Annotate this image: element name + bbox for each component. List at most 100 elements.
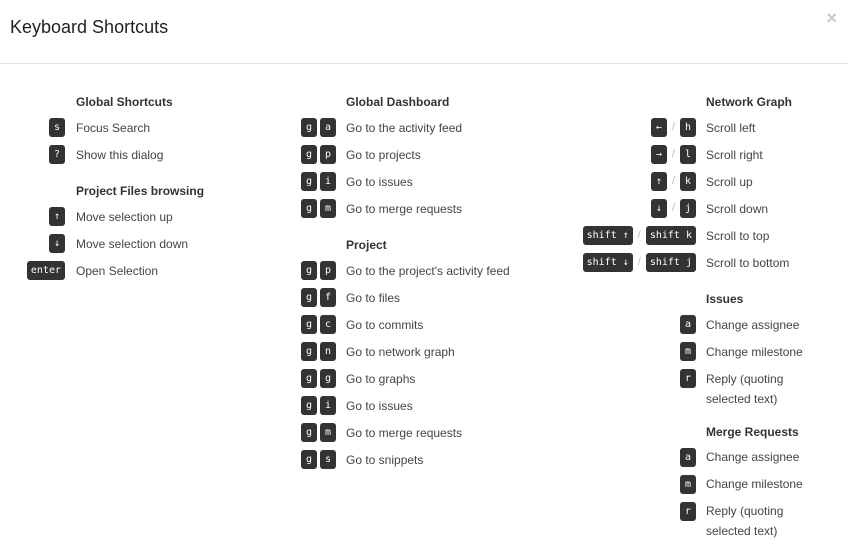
shortcut-row: g i Go to issues [280, 392, 510, 419]
shortcut-description: Go to snippets [346, 452, 424, 467]
shortcut-description: Change milestone [706, 477, 803, 491]
key: g [301, 315, 317, 334]
shortcut-row: g m Go to merge requests [280, 195, 510, 222]
key-combo: m [560, 471, 696, 498]
key: p [320, 261, 336, 280]
key-combo: shift ↓ / shift j [560, 249, 696, 276]
shortcut-column: Global Dashboard g a Go to the activity fee… [280, 91, 510, 485]
key: n [320, 342, 336, 361]
shortcut-row: g g Go to graphs [280, 365, 510, 392]
key: r [680, 369, 696, 388]
shortcut-description: Focus Search [76, 120, 151, 135]
separator: / [671, 202, 675, 214]
key: s [49, 118, 65, 137]
key-combo: a [560, 311, 696, 338]
shortcut-row: g m Go to merge requests [280, 419, 510, 446]
shortcut-description: Scroll right [706, 147, 763, 162]
key: m [320, 199, 336, 218]
key: m [320, 423, 336, 442]
key: a [680, 315, 696, 334]
shortcut-description: Go to issues [346, 398, 413, 413]
shortcut-row: g i Go to issues [280, 168, 510, 195]
shortcut-row: shift ↓ / shift j Scroll to bottom [560, 249, 816, 276]
shortcut-description: Scroll to bottom [706, 255, 790, 270]
shortcut-row: s Focus Search [0, 114, 204, 141]
key: shift ↓ [582, 253, 633, 272]
separator: / [637, 256, 641, 268]
close-icon[interactable]: × [826, 8, 837, 28]
shortcut-row: m Change milestone [560, 338, 816, 365]
shortcut-row: g n Go to network graph [280, 338, 510, 365]
key: ↑ [650, 172, 667, 191]
shortcut-description: Go to commits [346, 317, 424, 332]
key: r [680, 501, 696, 521]
key: ↑ [49, 207, 65, 226]
shortcut-description: Scroll left [706, 120, 756, 135]
key-combo: r [560, 365, 696, 409]
shortcut-row: r Reply (quoting selected text) [560, 498, 816, 542]
key: g [301, 172, 317, 191]
shortcut-row: a Change assignee [560, 311, 816, 338]
key: enter [26, 261, 65, 280]
section-title: Network Graph [706, 95, 793, 109]
shortcut-row: r Reply (quoting selected text) [560, 365, 816, 409]
key: a [680, 447, 696, 467]
key: g [301, 369, 317, 388]
key: h [680, 118, 696, 137]
key-combo: ↓ [0, 230, 65, 257]
key: g [301, 396, 317, 415]
shortcut-description: Move selection up [76, 209, 173, 224]
key: c [320, 315, 336, 334]
key-combo: ↑ / k [560, 168, 696, 195]
shortcut-description: Scroll down [706, 201, 769, 216]
shortcut-description: Scroll to top [706, 228, 770, 243]
shortcut-description: Open Selection [76, 263, 159, 278]
shortcut-description: Reply (quoting selected text) [706, 371, 784, 406]
key-combo: → / l [560, 141, 696, 168]
shortcut-row: g a Go to the activity feed [280, 114, 510, 141]
shortcut-row: g p Go to the project's activity feed [280, 257, 510, 284]
shortcut-row: ↑ / k Scroll up [560, 168, 816, 195]
key: s [320, 450, 336, 469]
key: ↓ [650, 199, 667, 218]
shortcut-description: Move selection down [76, 236, 189, 251]
shortcut-row: shift ↑ / shift k Scroll to top [560, 222, 816, 249]
section-title: Issues [706, 292, 744, 306]
shortcut-description: Go to merge requests [346, 201, 463, 216]
shortcut-description: Reply (quoting selected text) [706, 504, 784, 538]
key: i [320, 172, 336, 191]
shortcut-row: a Change assignee [560, 444, 816, 471]
separator: / [671, 121, 675, 133]
shortcut-row: → / l Scroll right [560, 141, 816, 168]
key-combo: ← / h [560, 114, 696, 141]
shortcut-description: Go to projects [346, 147, 421, 162]
shortcut-row: m Change milestone [560, 471, 816, 498]
shortcut-row: ↑ Move selection up [0, 203, 204, 230]
shortcut-row: ↓ / j Scroll down [560, 195, 816, 222]
shortcut-description: Go to the project's activity feed [346, 263, 510, 278]
key: g [301, 342, 317, 361]
shortcut-row: ? Show this dialog [0, 141, 204, 168]
shortcut-row: g f Go to files [280, 284, 510, 311]
shortcut-section: Project g p Go to the project's activity fe… [280, 234, 510, 473]
key: ? [49, 145, 65, 164]
key: shift ↑ [582, 226, 633, 245]
key-combo: enter [0, 257, 65, 284]
key: shift j [645, 253, 696, 272]
shortcut-description: Change milestone [706, 344, 803, 359]
key: ↓ [49, 234, 65, 253]
key-combo: r [560, 498, 696, 542]
key: p [320, 145, 336, 164]
key: l [680, 145, 696, 164]
section-title: Global Shortcuts [76, 95, 173, 109]
shortcut-row: g s Go to snippets [280, 446, 510, 473]
section-title: Project [346, 238, 387, 252]
key: g [301, 261, 317, 280]
modal-title: Keyboard Shortcuts [10, 17, 169, 37]
